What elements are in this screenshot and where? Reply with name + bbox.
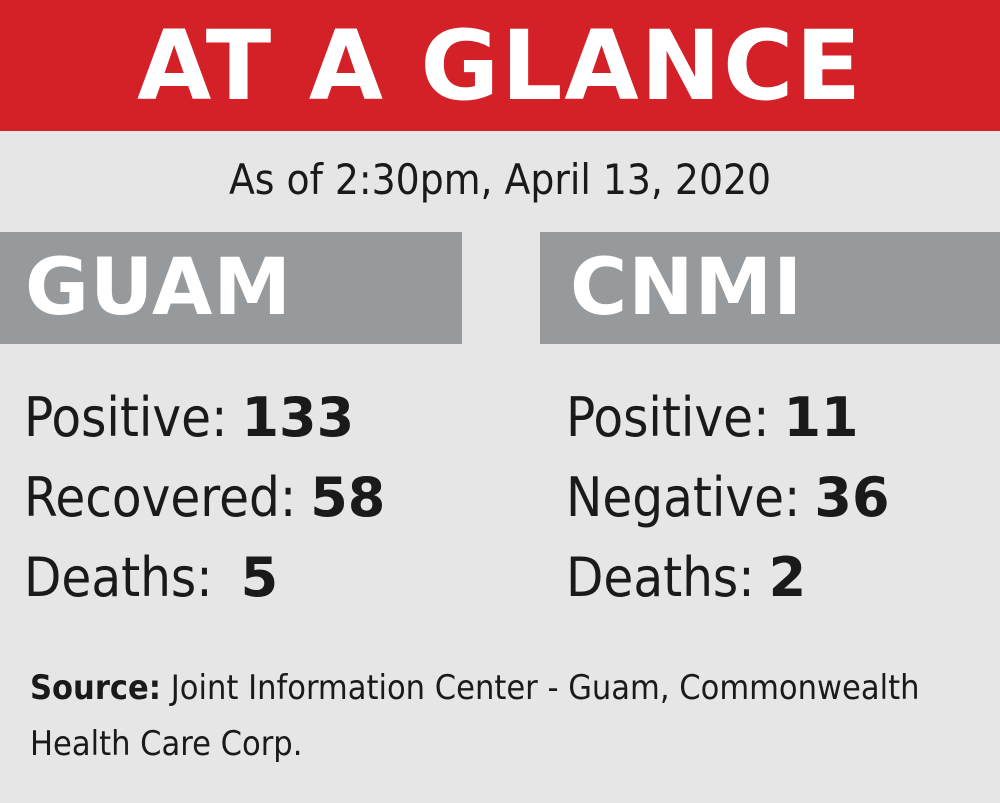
- stat-label: Positive:: [566, 386, 770, 449]
- date-line: As of 2:30pm, April 13, 2020: [228, 155, 772, 204]
- stat-value: 36: [814, 466, 890, 529]
- source-text: Joint Information Center - Guam, Commonw…: [30, 668, 920, 764]
- stat-value: 2: [768, 546, 807, 609]
- source-note: Source: Joint Information Center - Guam,…: [30, 660, 980, 772]
- stat-row-recovered: Recovered: 58: [24, 458, 385, 538]
- stat-label: Negative:: [566, 466, 801, 529]
- banner-title: AT A GLANCE: [136, 9, 864, 122]
- stat-label: Recovered:: [24, 466, 297, 529]
- region-header-cnmi: CNMI: [540, 232, 1000, 344]
- source-label: Source:: [30, 668, 162, 708]
- stat-value: 5: [240, 546, 279, 609]
- stat-row-negative: Negative: 36: [566, 458, 890, 538]
- stat-label: Deaths:: [24, 546, 213, 609]
- stat-row-positive: Positive: 133: [24, 378, 385, 458]
- stat-value: 133: [241, 386, 355, 449]
- stat-row-deaths: Deaths: 5: [24, 538, 385, 618]
- stats-list-cnmi: Positive: 11 Negative: 36 Deaths: 2: [566, 378, 890, 618]
- stat-label: Deaths:: [566, 546, 755, 609]
- stats-list-guam: Positive: 133 Recovered: 58 Deaths: 5: [24, 378, 385, 618]
- stat-label: Positive:: [24, 386, 228, 449]
- region-header-guam: GUAM: [0, 232, 462, 344]
- stat-row-positive: Positive: 11: [566, 378, 890, 458]
- stat-row-deaths: Deaths: 2: [566, 538, 890, 618]
- title-banner: AT A GLANCE: [0, 0, 1000, 131]
- stat-value: 11: [783, 386, 859, 449]
- region-name-guam: GUAM: [25, 243, 292, 333]
- stat-value: 58: [310, 466, 386, 529]
- region-name-cnmi: CNMI: [570, 243, 804, 333]
